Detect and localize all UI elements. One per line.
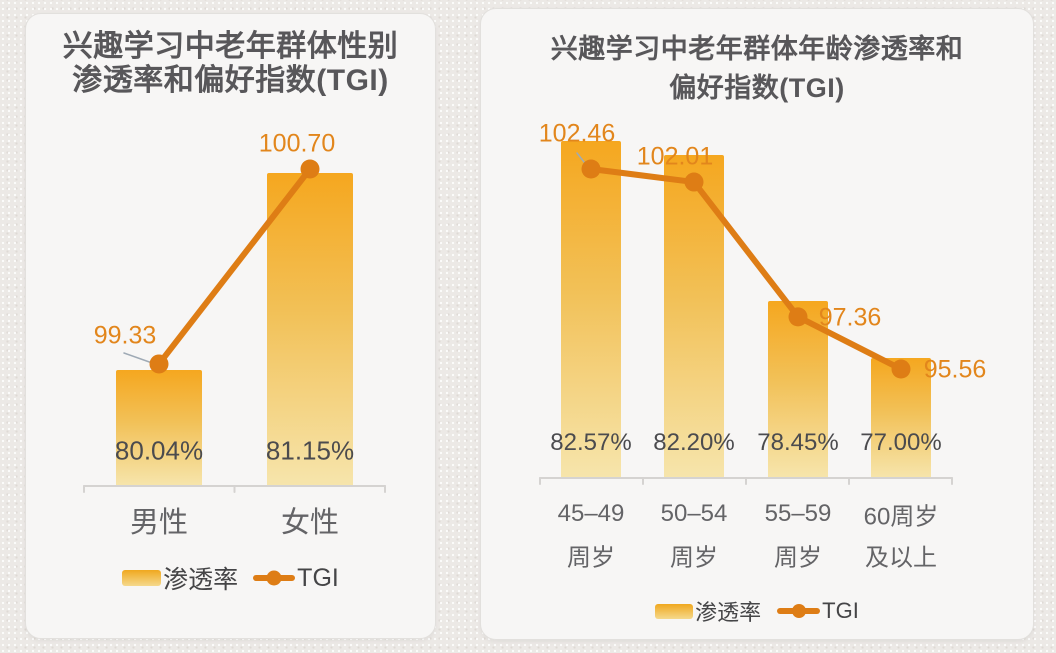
gender-chart-title-line2: 渗透率和偏好指数(TGI) [72, 64, 389, 97]
gender-chart-legend: 渗透率 TGI [26, 562, 435, 594]
percent-label: 81.15% [265, 435, 355, 466]
callout-line [123, 352, 156, 365]
tgi-legend-marker [253, 570, 296, 586]
penetration-legend-swatch [122, 570, 162, 586]
age-chart-title-line1: 兴趣学习中老年群体年龄渗透率和 [550, 34, 964, 64]
penetration-bar [871, 357, 931, 478]
age-chart-card: 兴趣学习中老年群体年龄渗透率和 偏好指数(TGI) 82.57% 82.20% 78… [480, 8, 1034, 640]
penetration-legend-label: 渗透率 [163, 566, 239, 594]
gender-chart-title-line1: 兴趣学习中老年群体性别 [62, 30, 399, 63]
tgi-legend-label: TGI [822, 598, 859, 623]
tgi-legend-dot-icon [791, 604, 806, 618]
tgi-value-label: 102.01 [636, 142, 714, 171]
tgi-legend-label: TGI [297, 563, 339, 592]
percent-label: 80.04% [114, 435, 204, 466]
category-label: 周岁 [567, 544, 615, 572]
age-chart-plot: 82.57% 82.20% 78.45% 77.00% 45–49 周岁 50–54 周岁 55… [481, 9, 1033, 639]
category-label: 50–54 [660, 500, 728, 527]
penetration-bar [561, 140, 621, 478]
tgi-value-label: 97.36 [818, 303, 882, 332]
category-label: 55–59 [764, 500, 832, 527]
tgi-value-label: 95.56 [923, 355, 987, 384]
gender-chart-plot: 80.04% 81.15% 男性 女性 99.33 100.70 [26, 14, 435, 638]
tgi-legend-dot-icon [266, 570, 282, 586]
age-chart-title-line2: 偏好指数(TGI) [669, 73, 845, 103]
percent-label: 77.00% [860, 429, 942, 456]
category-label: 周岁 [774, 544, 822, 572]
gender-chart-card: 兴趣学习中老年群体性别 渗透率和偏好指数(TGI) 80.04% 81.15% 男性… [25, 13, 436, 639]
category-label: 男性 [129, 507, 189, 539]
penetration-legend-swatch [655, 603, 694, 619]
percent-label: 82.20% [653, 429, 735, 456]
chart-overlay [83, 159, 386, 493]
gender-chart-title: 兴趣学习中老年群体性别 渗透率和偏好指数(TGI) [26, 30, 435, 98]
penetration-legend-label: 渗透率 [695, 600, 762, 625]
penetration-bar [116, 369, 202, 486]
tgi-legend-marker [777, 604, 821, 618]
tgi-value-label: 99.33 [93, 321, 157, 350]
tgi-value-label: 100.70 [258, 129, 336, 158]
category-label: 周岁 [670, 544, 718, 572]
category-label: 女性 [280, 507, 340, 539]
percent-label: 82.57% [550, 429, 632, 456]
tgi-line [588, 166, 904, 373]
category-label: 45–49 [557, 500, 625, 527]
age-chart-legend: 渗透率 TGI [481, 595, 1033, 627]
percent-label: 78.45% [757, 429, 839, 456]
tgi-value-label: 102.46 [538, 119, 616, 148]
category-label: 60周岁 [863, 503, 939, 531]
category-label: 及以上 [865, 544, 937, 572]
age-chart-title: 兴趣学习中老年群体年龄渗透率和 偏好指数(TGI) [481, 30, 1033, 108]
